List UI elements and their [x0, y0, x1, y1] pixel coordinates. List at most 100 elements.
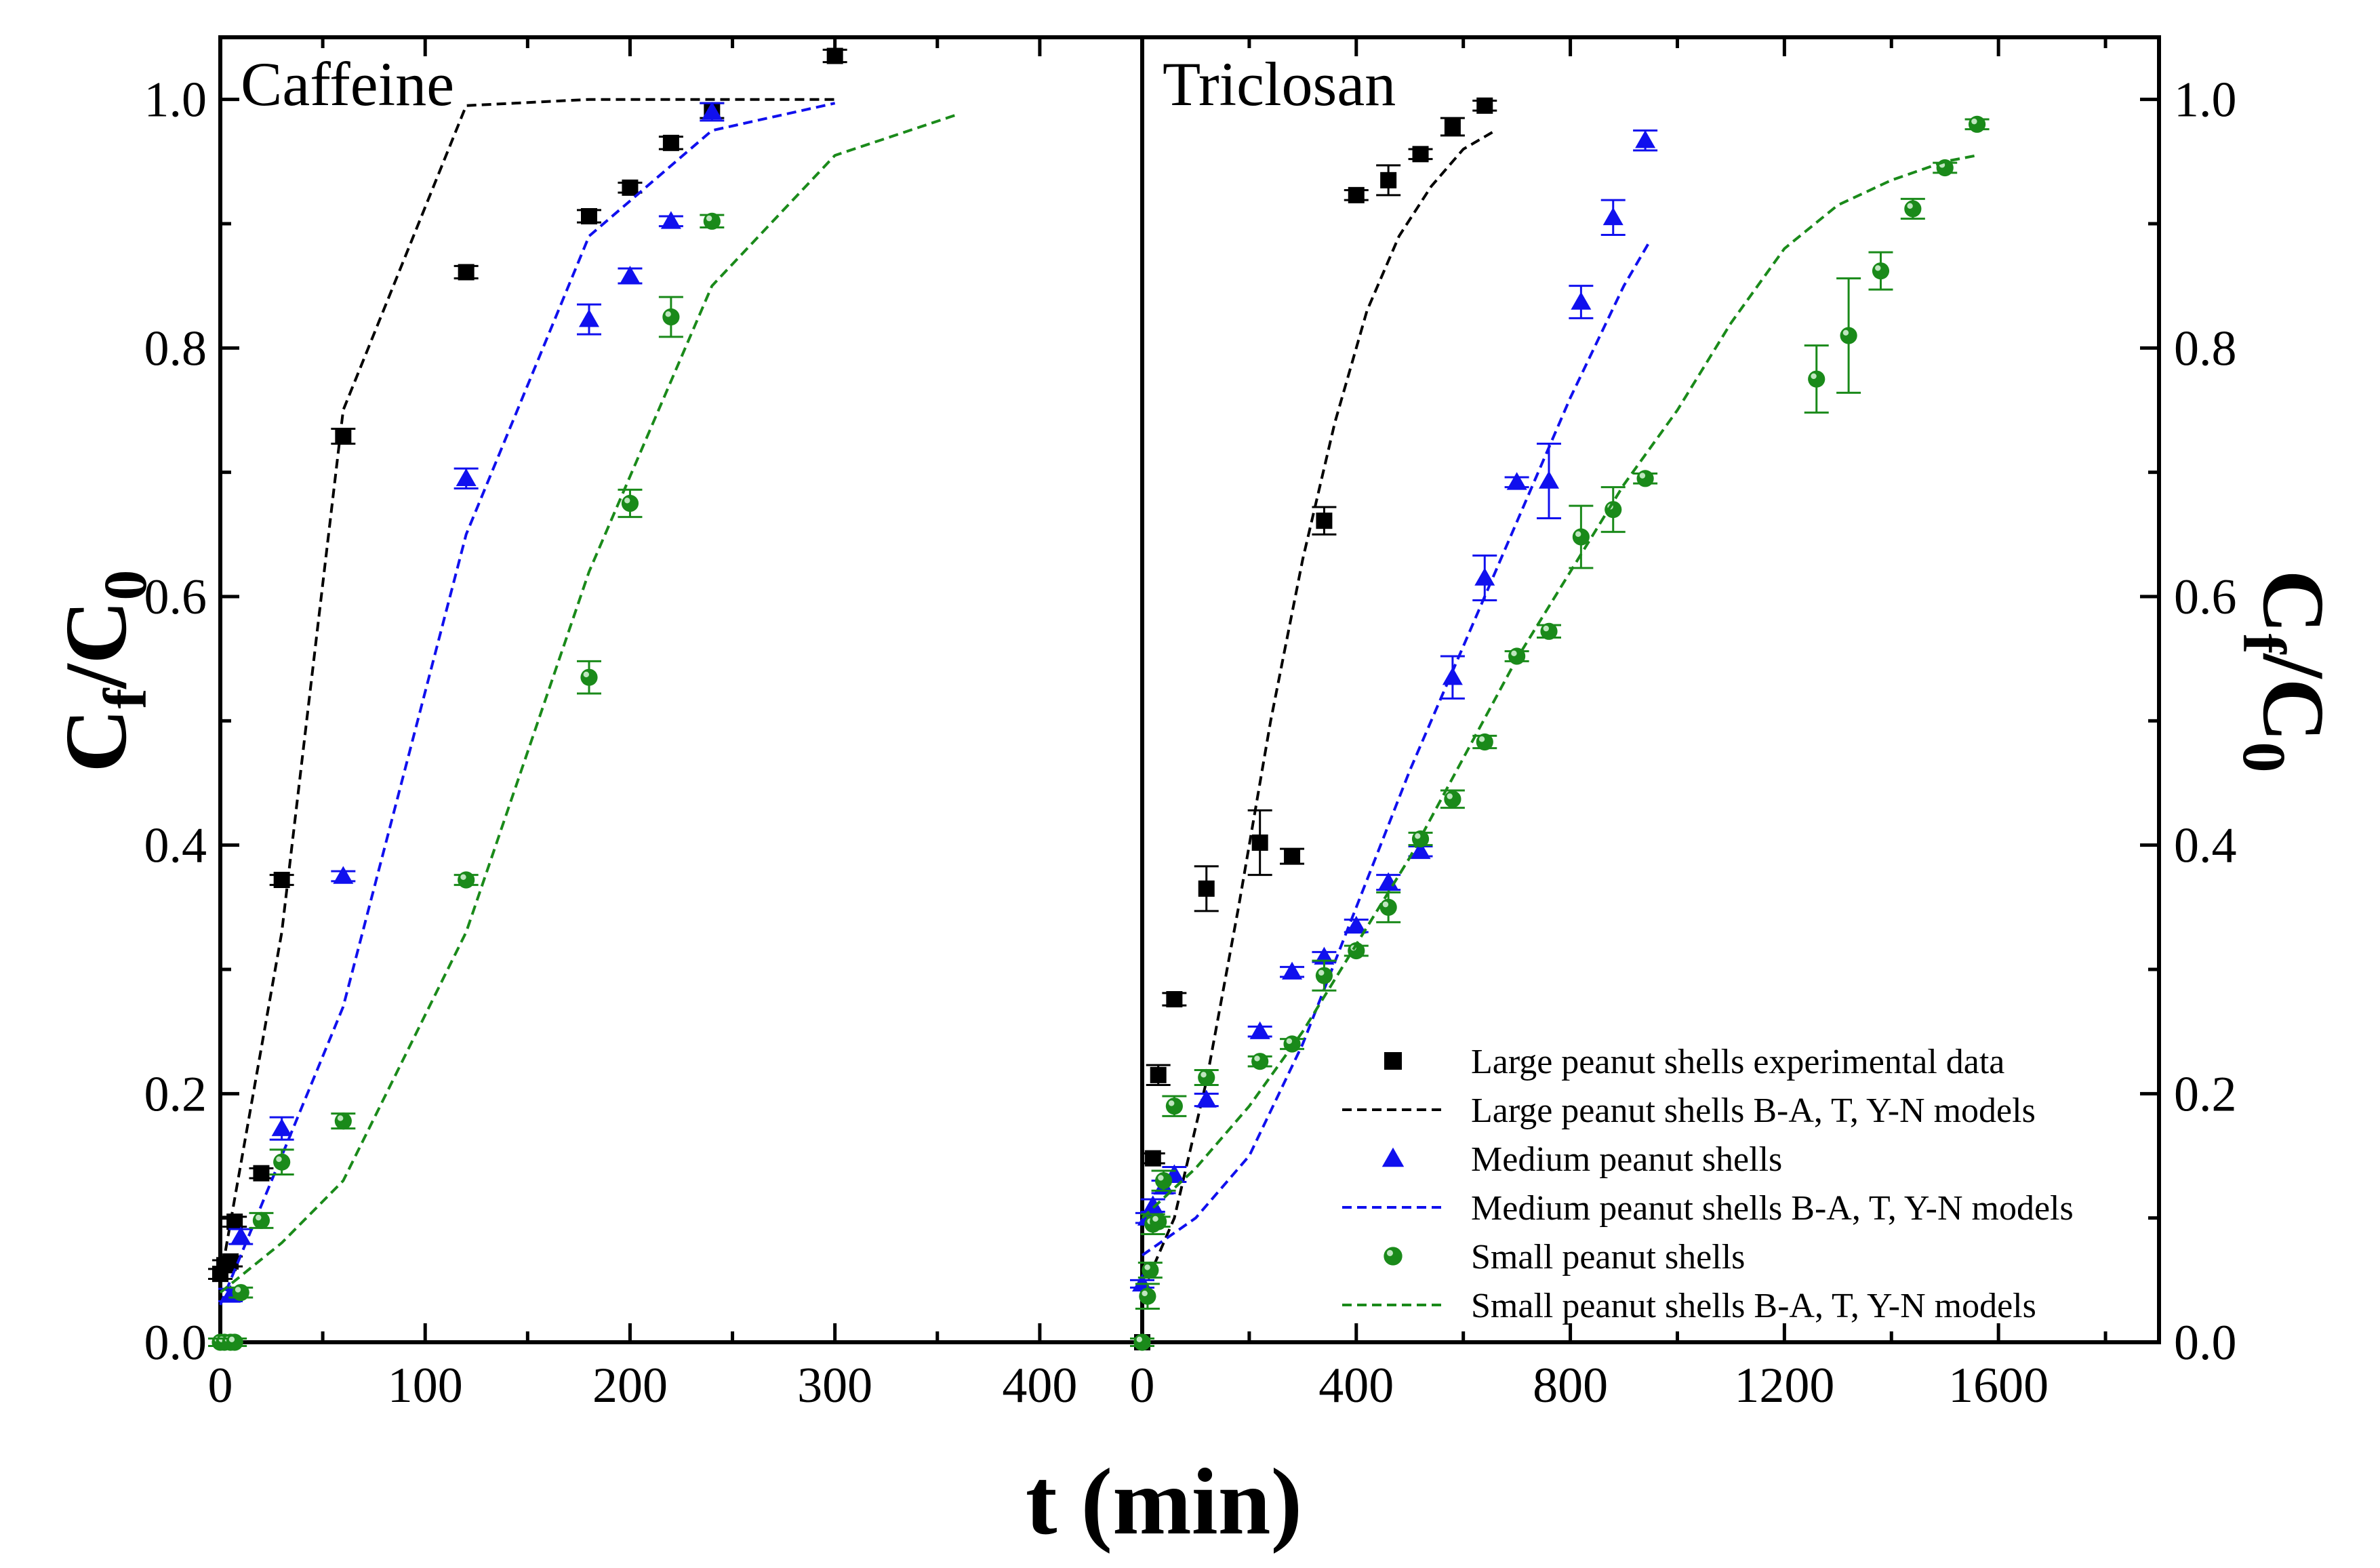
- caffeine-model-line-small-peanut-shells-b-a-t-y-n-models: [219, 113, 959, 1294]
- triclosan-x-tick-label: 400: [1318, 1358, 1394, 1413]
- data-point-circle-highlight: [1811, 373, 1817, 380]
- data-point-circle: [1150, 1213, 1167, 1230]
- legend-item-large-peanut-shells-b-a-t-y-n-models: Large peanut shells B-A, T, Y-N models: [1342, 1091, 2036, 1130]
- data-point-circle-highlight: [1842, 329, 1849, 336]
- caffeine-x-tick-label: 400: [1002, 1358, 1077, 1413]
- triclosan-y-tick-label: 1.0: [2174, 73, 2237, 128]
- data-point-square: [1444, 119, 1461, 135]
- data-point-circle-highlight: [1382, 901, 1389, 908]
- data-point-square: [1380, 172, 1397, 188]
- data-point-triangle: [456, 468, 477, 487]
- triclosan-series-large-peanut-shells-b-a-t-y-n-models: [1141, 129, 1497, 1293]
- data-point-circle: [662, 308, 680, 326]
- data-point-circle-highlight: [1152, 1215, 1158, 1222]
- data-point-triangle: [1346, 915, 1367, 934]
- triclosan-x-tick-label: 800: [1533, 1358, 1608, 1413]
- panel-caffeine: 0 100 200 300 400 0.0 0.2 0.4 0.6 0.8 1.0 Caffeine: [144, 35, 1144, 1413]
- data-point-circle-highlight: [1415, 833, 1421, 839]
- caffeine-y-tick-label: 0.0: [144, 1315, 207, 1371]
- caffeine-series-medium-peanut-shells-b-a-t-y-n-models: [219, 102, 836, 1306]
- caffeine-model-line-medium-peanut-shells-b-a-t-y-n-models: [219, 102, 836, 1306]
- data-point-circle: [273, 1153, 291, 1171]
- data-point-circle: [1636, 470, 1654, 487]
- data-point-circle-highlight: [1136, 1336, 1143, 1343]
- caffeine-series-large-peanut-shells-experimental-data: [208, 47, 847, 1283]
- caffeine-y-tick-label: 0.4: [144, 818, 207, 874]
- data-point-circle-highlight: [1318, 969, 1325, 976]
- legend-marker-square: [1384, 1052, 1402, 1070]
- data-point-triangle: [1571, 292, 1592, 310]
- data-point-circle-highlight: [1254, 1056, 1260, 1062]
- triclosan-series-small-peanut-shells: [1130, 115, 1990, 1351]
- data-point-circle: [1872, 262, 1890, 280]
- data-point-circle: [1379, 898, 1397, 916]
- data-point-circle-highlight: [1543, 625, 1549, 632]
- y-axis-title-right: Cf/C0: [2230, 570, 2342, 773]
- data-point-circle: [1154, 1172, 1173, 1190]
- data-point-triangle: [1410, 841, 1431, 860]
- data-point-triangle: [1539, 470, 1559, 489]
- legend-marker-circle-highlight: [1386, 1249, 1393, 1256]
- triclosan-model-line-medium-peanut-shells-b-a-t-y-n-models: [1141, 239, 1652, 1257]
- data-point-circle-highlight: [1907, 203, 1913, 209]
- data-point-circle-highlight: [1201, 1072, 1207, 1078]
- data-point-circle-highlight: [276, 1156, 282, 1163]
- data-point-square: [1284, 848, 1301, 865]
- legend-item-small-peanut-shells-b-a-t-y-n-models: Small peanut shells B-A, T, Y-N models: [1342, 1287, 2036, 1325]
- data-point-circle-highlight: [235, 1287, 241, 1293]
- legend-item-large-peanut-shells-experimental-data: Large peanut shells experimental data: [1384, 1043, 2004, 1081]
- data-point-triangle: [620, 266, 641, 284]
- caffeine-series-small-peanut-shells-b-a-t-y-n-models: [219, 113, 959, 1294]
- data-point-circle: [1315, 967, 1333, 984]
- data-point-circle-highlight: [1639, 473, 1646, 479]
- caffeine-x-tick-label: 200: [592, 1358, 668, 1413]
- triclosan-x-tick-label: 1200: [1734, 1358, 1834, 1413]
- caffeine-panel-title: Caffeine: [241, 49, 454, 119]
- triclosan-y-tick-label: 0.6: [2174, 569, 2237, 625]
- data-point-triangle: [1506, 472, 1527, 490]
- data-point-square: [335, 428, 352, 445]
- triclosan-x-tick-label: 0: [1130, 1358, 1155, 1413]
- data-point-circle: [703, 212, 721, 230]
- data-point-circle: [1142, 1262, 1159, 1279]
- legend-label: Large peanut shells experimental data: [1471, 1043, 2004, 1081]
- triclosan-model-line-large-peanut-shells-b-a-t-y-n-models: [1141, 129, 1497, 1293]
- data-point-circle-highlight: [624, 498, 630, 504]
- legend-label: Medium peanut shells B-A, T, Y-N models: [1471, 1189, 2074, 1228]
- caffeine-y-tick-label: 0.2: [144, 1066, 207, 1122]
- data-point-triangle: [1196, 1089, 1217, 1108]
- triclosan-panel-title: Triclosan: [1163, 49, 1396, 119]
- data-point-triangle: [1474, 567, 1495, 586]
- data-point-circle: [1968, 115, 1986, 133]
- data-point-square: [1412, 146, 1429, 163]
- panel-triclosan: 0 400 800 1200 1600 0.0 0.2 0.4 0.6 0.8 1.0 Triclos…: [1130, 35, 2237, 1413]
- triclosan-y-tick-label: 0.4: [2174, 818, 2237, 874]
- data-point-square: [222, 1253, 239, 1270]
- data-point-square: [1198, 880, 1215, 897]
- triclosan-x-tick-label: 1600: [1948, 1358, 2049, 1413]
- data-point-circle-highlight: [583, 671, 589, 678]
- legend-label: Small peanut shells: [1471, 1238, 1745, 1276]
- data-point-circle-highlight: [1144, 1264, 1150, 1270]
- x-axis-title: t (min): [1026, 1449, 1302, 1554]
- data-point-circle-highlight: [1447, 793, 1453, 799]
- caffeine-y-tick-label: 0.6: [144, 569, 207, 625]
- data-point-circle-highlight: [706, 215, 712, 222]
- data-point-circle-highlight: [1971, 118, 1977, 125]
- data-point-circle: [621, 494, 639, 512]
- data-point-triangle: [1249, 1021, 1270, 1039]
- legend: Large peanut shells experimental data Lar…: [1342, 1043, 2074, 1325]
- legend-label: Small peanut shells B-A, T, Y-N models: [1471, 1287, 2036, 1325]
- data-point-triangle: [1635, 130, 1656, 148]
- data-point-circle: [1133, 1333, 1151, 1351]
- caffeine-y-tick-label: 1.0: [144, 73, 207, 128]
- legend-marker-circle: [1384, 1247, 1403, 1266]
- data-point-circle-highlight: [665, 311, 671, 317]
- data-point-circle: [232, 1284, 249, 1302]
- data-point-square: [1476, 97, 1493, 114]
- data-point-circle: [1411, 830, 1430, 848]
- data-point-circle: [1840, 327, 1857, 344]
- data-point-square: [581, 208, 597, 224]
- data-point-triangle: [271, 1118, 292, 1136]
- data-point-circle-highlight: [256, 1214, 262, 1221]
